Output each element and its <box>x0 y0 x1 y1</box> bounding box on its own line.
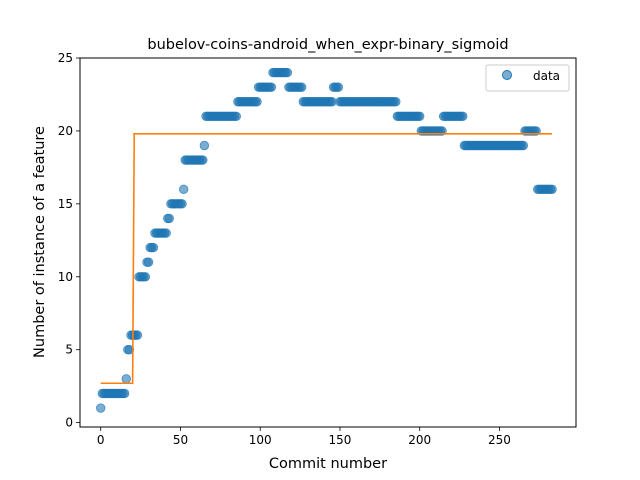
data-point <box>143 257 154 267</box>
fit-line <box>100 133 553 385</box>
x-tick-label: 50 <box>173 433 188 447</box>
y-tick-label: 10 <box>58 270 73 284</box>
data-point <box>124 344 135 355</box>
x-tick-label: 100 <box>249 433 272 447</box>
plot-frame <box>79 57 577 428</box>
x-tick-label: 250 <box>488 433 511 447</box>
legend-marker <box>502 70 512 80</box>
data-point <box>282 67 293 78</box>
data-point <box>391 97 401 107</box>
data-point <box>327 97 337 107</box>
x-tick-label: 150 <box>329 433 352 447</box>
plot-area <box>96 67 557 413</box>
data-point <box>96 403 106 413</box>
data-point <box>164 213 175 224</box>
legend-label: data <box>533 69 560 83</box>
data-point <box>518 140 529 151</box>
data-point <box>132 330 143 340</box>
data-point <box>199 140 210 151</box>
data-point <box>231 111 241 122</box>
y-tick-label: 20 <box>58 124 73 138</box>
data-point <box>119 388 130 399</box>
data-point <box>178 184 189 194</box>
data-point <box>252 97 262 107</box>
data-point <box>140 272 151 282</box>
data-point <box>458 111 468 122</box>
data-point <box>296 82 307 92</box>
y-tick-label: 15 <box>58 197 73 211</box>
data-point <box>121 374 131 384</box>
y-tick-label: 0 <box>65 416 73 430</box>
legend: data <box>485 64 570 92</box>
x-axis: 0 50 100 150 200 250 <box>97 427 511 447</box>
data-point <box>148 242 159 253</box>
data-point <box>415 111 425 122</box>
data-point <box>177 199 187 209</box>
x-axis-label: Commit number <box>269 456 387 472</box>
x-tick-label: 200 <box>408 433 431 447</box>
y-tick-label: 25 <box>58 51 73 65</box>
data-point <box>333 82 344 92</box>
chart-title: bubelov-coins-android_when_expr-binary_s… <box>147 37 508 53</box>
data-point <box>547 184 557 194</box>
x-tick-label: 0 <box>97 433 105 447</box>
y-tick-label: 5 <box>65 343 73 357</box>
data-point <box>266 82 277 92</box>
data-point <box>161 228 171 238</box>
y-axis-label: Number of instance of a feature <box>32 126 48 358</box>
data-point <box>198 155 208 165</box>
y-axis: 0 5 10 15 20 25 <box>58 51 80 430</box>
